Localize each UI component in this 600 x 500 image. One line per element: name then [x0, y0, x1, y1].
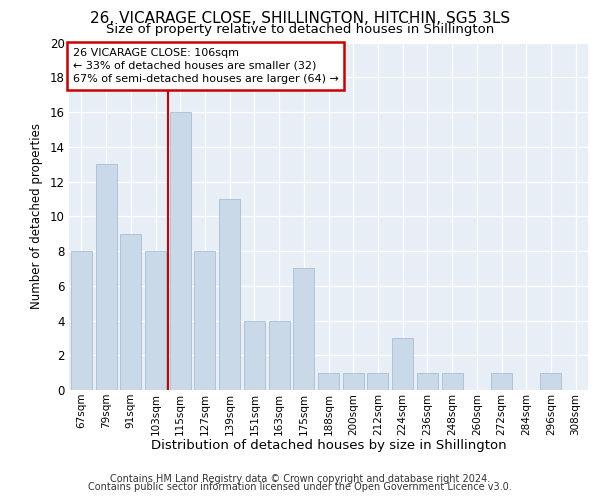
Bar [219, 199, 240, 390]
Bar [194, 251, 215, 390]
Text: Size of property relative to detached houses in Shillington: Size of property relative to detached ho… [106, 22, 494, 36]
Bar [293, 268, 314, 390]
Y-axis label: Number of detached properties: Number of detached properties [30, 123, 43, 309]
Bar [269, 320, 290, 390]
Bar [541, 372, 562, 390]
Bar [392, 338, 413, 390]
Bar [442, 372, 463, 390]
Text: Contains HM Land Registry data © Crown copyright and database right 2024.: Contains HM Land Registry data © Crown c… [110, 474, 490, 484]
Bar [170, 112, 191, 390]
Bar [318, 372, 339, 390]
Text: Contains public sector information licensed under the Open Government Licence v3: Contains public sector information licen… [88, 482, 512, 492]
Bar [491, 372, 512, 390]
Bar [417, 372, 438, 390]
Text: 26 VICARAGE CLOSE: 106sqm
← 33% of detached houses are smaller (32)
67% of semi-: 26 VICARAGE CLOSE: 106sqm ← 33% of detac… [73, 48, 338, 84]
Bar [367, 372, 388, 390]
Bar [343, 372, 364, 390]
Bar [71, 251, 92, 390]
Bar [95, 164, 116, 390]
Bar [120, 234, 141, 390]
Text: Distribution of detached houses by size in Shillington: Distribution of detached houses by size … [151, 440, 506, 452]
Text: 26, VICARAGE CLOSE, SHILLINGTON, HITCHIN, SG5 3LS: 26, VICARAGE CLOSE, SHILLINGTON, HITCHIN… [90, 11, 510, 26]
Bar [244, 320, 265, 390]
Bar [145, 251, 166, 390]
